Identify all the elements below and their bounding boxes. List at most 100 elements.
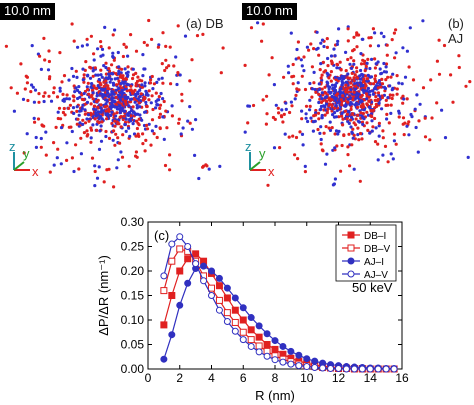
defect-point	[52, 163, 56, 167]
defect-point	[356, 113, 360, 117]
defect-point	[352, 167, 356, 171]
defect-point	[352, 62, 356, 66]
defect-point	[280, 115, 284, 119]
defect-point	[391, 93, 395, 97]
defect-point	[92, 107, 96, 111]
defect-point	[110, 97, 114, 101]
defect-point	[286, 64, 290, 68]
defect-point	[369, 75, 374, 79]
defect-point	[219, 71, 223, 75]
defect-point	[33, 88, 38, 92]
defect-point	[72, 95, 76, 99]
defect-point	[361, 58, 365, 62]
data-point	[184, 243, 192, 250]
defect-point	[164, 58, 168, 62]
defect-point	[82, 73, 86, 77]
defect-point	[323, 113, 327, 117]
defect-point	[93, 66, 97, 70]
data-point	[263, 341, 271, 348]
legend: DB–I DB–V AJ–I AJ–V	[335, 224, 397, 282]
defect-point	[86, 74, 90, 78]
defect-point	[176, 71, 180, 75]
data-point	[239, 304, 247, 312]
defect-point	[324, 95, 329, 99]
defect-point	[365, 97, 369, 101]
defect-point	[155, 103, 159, 107]
defect-point	[294, 135, 299, 140]
defect-point	[352, 79, 356, 83]
data-point	[231, 294, 239, 302]
defect-point	[281, 120, 285, 124]
defect-point	[413, 107, 417, 111]
defect-point	[276, 106, 280, 110]
defect-point	[141, 53, 145, 57]
defect-point	[421, 86, 426, 90]
defect-point	[162, 99, 166, 104]
defect-point	[42, 36, 46, 41]
defect-point	[34, 135, 38, 140]
defect-point	[352, 90, 356, 94]
data-point	[347, 270, 355, 278]
defect-point	[167, 64, 171, 68]
defect-point	[278, 146, 282, 150]
x-tick-label: 8	[272, 371, 279, 385]
defect-point	[103, 105, 107, 109]
defect-point	[344, 50, 348, 55]
defect-point	[324, 102, 329, 106]
defect-point	[307, 48, 311, 52]
defect-point	[387, 121, 391, 125]
defect-point	[100, 47, 105, 52]
defect-point	[327, 76, 331, 80]
defect-point	[272, 146, 277, 150]
defect-point	[107, 46, 111, 50]
defect-point	[451, 100, 455, 104]
defect-point	[39, 136, 43, 141]
defect-point	[117, 69, 121, 73]
defect-point	[296, 157, 300, 161]
data-point	[223, 294, 231, 302]
data-point	[287, 360, 295, 368]
defect-point	[352, 48, 356, 52]
defect-point	[457, 65, 461, 70]
x-tick-label: 16	[395, 371, 409, 385]
defect-point	[81, 118, 85, 122]
defect-point	[72, 111, 76, 115]
defect-point	[116, 158, 120, 162]
defect-point	[42, 124, 46, 128]
defect-point	[290, 75, 294, 79]
defect-point	[325, 45, 329, 50]
data-point	[295, 362, 303, 370]
defect-point	[90, 156, 95, 160]
defect-point	[197, 176, 201, 181]
radial-distribution-chart: 0 2 4 6 8 10 12 14 16 0.00 0.05 0.10 0.15 0.20 0.25 0.3…	[96, 215, 409, 403]
defect-point	[316, 111, 321, 115]
defect-point	[158, 112, 162, 116]
defect-point	[379, 72, 383, 76]
x-tick-label: 4	[208, 371, 215, 385]
data-point	[231, 306, 239, 314]
defect-point	[80, 44, 84, 48]
defect-point	[140, 79, 144, 83]
defect-point	[345, 117, 349, 121]
defect-point	[359, 68, 363, 73]
defect-point	[282, 112, 286, 116]
defect-point	[349, 81, 353, 85]
defect-point	[308, 98, 312, 102]
triad-y-label: y	[23, 146, 30, 161]
defect-point	[370, 119, 374, 123]
defect-point	[90, 82, 94, 86]
defect-point	[33, 120, 37, 124]
data-point	[342, 365, 350, 373]
defect-point	[87, 119, 91, 123]
defect-point	[98, 129, 102, 133]
defect-point	[82, 91, 86, 96]
defect-point	[322, 70, 326, 74]
defect-point	[93, 184, 97, 188]
defect-point	[155, 80, 159, 84]
defect-point	[373, 74, 378, 78]
defect-point	[141, 142, 145, 146]
x-tick-label: 2	[176, 371, 183, 385]
defect-point	[76, 45, 80, 49]
data-point	[319, 364, 327, 372]
defect-point	[350, 115, 354, 119]
